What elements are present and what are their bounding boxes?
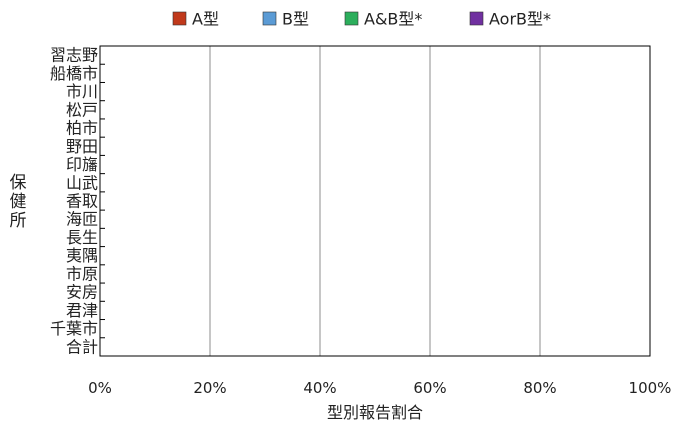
plot-area	[99, 45, 651, 357]
legend-item: A&B型*	[344, 10, 422, 29]
x-tick-label: 20%	[193, 379, 226, 397]
legend-swatch	[172, 11, 187, 26]
x-axis-title: 型別報告割合	[327, 403, 423, 422]
x-tick-label: 40%	[303, 379, 336, 397]
y-category-label: 山武	[66, 173, 98, 192]
legend-item: A型	[172, 10, 219, 29]
y-category-label: 夷隅	[66, 246, 98, 265]
x-tick-labels: 0% 20% 40% 60% 80% 100%	[88, 379, 671, 397]
y-category-label: 安房	[66, 283, 98, 302]
y-category-label: 印旛	[66, 155, 98, 174]
y-category-label: 市原	[66, 264, 98, 283]
x-tick-label: 0%	[88, 379, 112, 397]
legend-item: AorB型*	[469, 10, 551, 29]
gridlines	[209, 46, 541, 356]
legend-swatch	[344, 11, 359, 26]
legend-label: A型	[192, 10, 219, 29]
y-category-label: 野田	[66, 137, 98, 156]
legend-label: AorB型*	[489, 10, 551, 29]
y-ticks	[100, 63, 105, 339]
y-category-label: 君津	[66, 301, 98, 320]
y-category-label: 柏市	[66, 119, 98, 138]
legend-item: B型	[262, 10, 309, 29]
legend-swatch	[262, 11, 277, 26]
legend-label: B型	[282, 10, 309, 29]
y-category-label: 合計	[66, 337, 98, 356]
y-category-label: 習志野	[50, 46, 98, 65]
y-axis-title: 保健所	[10, 173, 27, 231]
y-category-label: 千葉市	[50, 319, 98, 338]
y-category-label: 船橋市	[50, 64, 98, 83]
legend-swatch	[469, 11, 484, 26]
y-category-label: 香取	[66, 192, 98, 211]
plot-frame	[99, 45, 651, 357]
y-category-label: 海匝	[66, 210, 98, 229]
y-category-label: 長生	[66, 228, 98, 247]
y-category-label: 松戸	[66, 100, 98, 119]
legend: A型 B型 A&B型* AorB型*	[172, 10, 551, 29]
x-tick-label: 100%	[629, 379, 672, 397]
x-tick-label: 80%	[523, 379, 556, 397]
y-category-label: 市川	[66, 82, 98, 101]
legend-label: A&B型*	[364, 10, 422, 29]
x-tick-label: 60%	[413, 379, 446, 397]
